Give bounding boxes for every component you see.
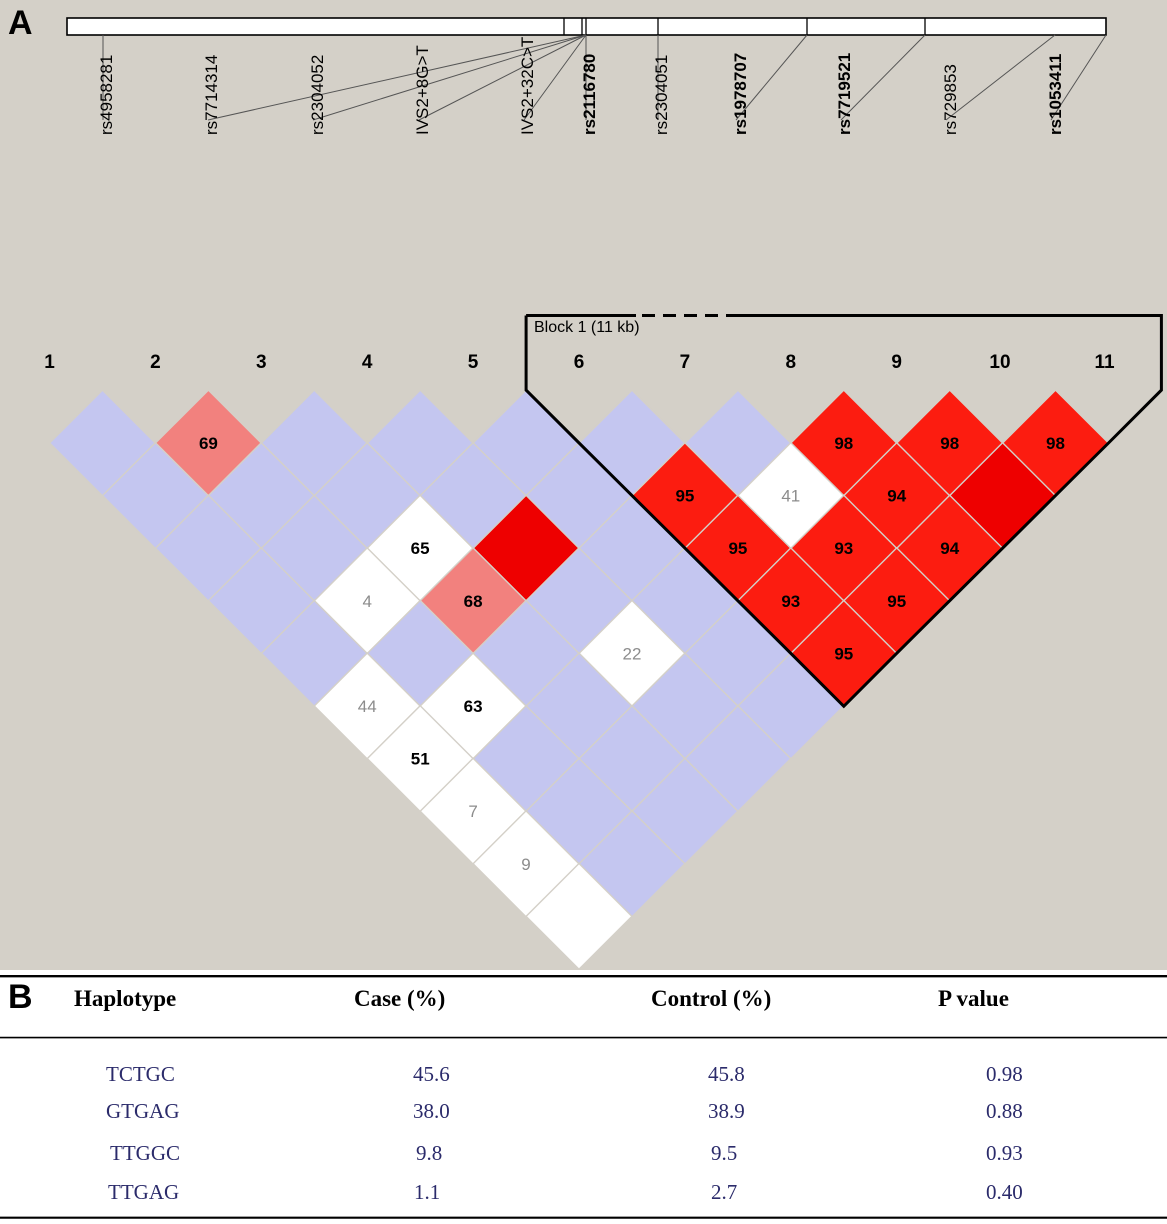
svg-text:Block 1 (11 kb): Block 1 (11 kb) <box>534 319 640 336</box>
svg-text:69: 69 <box>199 434 218 453</box>
svg-text:95: 95 <box>728 539 747 558</box>
svg-text:98: 98 <box>1046 434 1065 453</box>
svg-text:95: 95 <box>834 644 853 663</box>
svg-text:51: 51 <box>411 750 430 769</box>
svg-text:94: 94 <box>887 487 906 506</box>
svg-text:65: 65 <box>411 539 430 558</box>
svg-text:7: 7 <box>468 802 477 821</box>
svg-text:98: 98 <box>834 434 853 453</box>
svg-text:95: 95 <box>887 592 906 611</box>
svg-text:22: 22 <box>623 644 642 663</box>
svg-text:98: 98 <box>940 434 959 453</box>
svg-text:9: 9 <box>521 855 530 874</box>
svg-text:94: 94 <box>940 539 959 558</box>
svg-text:63: 63 <box>464 697 483 716</box>
svg-text:93: 93 <box>834 539 853 558</box>
svg-text:95: 95 <box>675 487 694 506</box>
svg-text:93: 93 <box>781 592 800 611</box>
svg-text:41: 41 <box>781 487 800 506</box>
svg-text:68: 68 <box>464 592 483 611</box>
svg-text:4: 4 <box>362 592 371 611</box>
svg-text:44: 44 <box>358 697 377 716</box>
